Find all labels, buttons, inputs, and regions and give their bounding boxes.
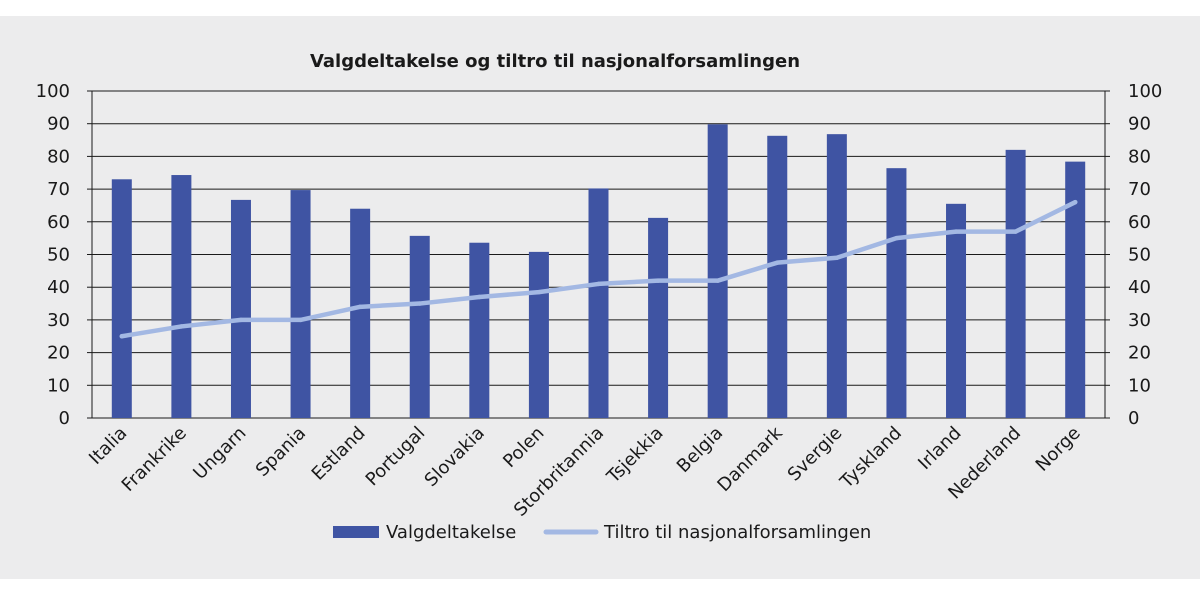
y-tick-label-right: 20: [1128, 343, 1151, 364]
bar: [1065, 161, 1086, 418]
line-series: [119, 199, 1078, 339]
x-tick-label: Spania: [252, 423, 310, 481]
y-tick-label-left: 80: [47, 146, 70, 167]
bar: [171, 175, 192, 418]
y-tick-label-left: 40: [47, 277, 70, 298]
legend-label-bar: Valgdeltakelse: [386, 522, 516, 543]
line-point: [715, 278, 720, 283]
y-tick-label-right: 10: [1128, 375, 1151, 396]
bar: [826, 134, 847, 418]
line-point: [477, 294, 482, 300]
line-point: [536, 289, 542, 295]
x-tick-label: Tsjekkia: [602, 423, 667, 488]
line-point: [953, 229, 959, 234]
line-point: [596, 281, 601, 287]
x-tick-label: Danmark: [713, 422, 787, 496]
line-point: [298, 317, 303, 323]
line-point: [894, 235, 899, 241]
y-tick-label-right: 40: [1128, 277, 1151, 298]
x-tick-label: Slovakia: [421, 423, 489, 491]
x-tick-label: Norge: [1032, 423, 1085, 476]
bar: [111, 179, 132, 418]
y-tick-label-left: 30: [47, 310, 70, 331]
line-point: [357, 304, 363, 310]
bar: [946, 203, 967, 418]
bar: [1005, 149, 1026, 419]
bar: [469, 242, 490, 418]
line-point: [417, 301, 422, 306]
y-tick-label-left: 90: [47, 114, 70, 135]
line-point: [1073, 199, 1078, 205]
line-point: [655, 278, 661, 283]
y-tick-label-left: 0: [59, 408, 70, 429]
x-tick-label: Ungarn: [189, 423, 250, 484]
x-tick-label: Polen: [499, 423, 548, 472]
x-tick-label: Portugal: [362, 423, 430, 491]
chart: Valgdeltakelse og tiltro til nasjonalfor…: [36, 51, 1163, 543]
y-tick-label-right: 90: [1128, 114, 1151, 135]
y-tick-label-right: 50: [1128, 245, 1151, 266]
bar: [707, 124, 728, 418]
line-point: [238, 317, 244, 323]
y-tick-label-left: 70: [47, 179, 70, 200]
bar: [350, 208, 371, 418]
bar: [767, 135, 788, 418]
x-tick-label: Frankrike: [118, 423, 191, 496]
y-tick-label-right: 80: [1128, 146, 1151, 167]
chart-title: Valgdeltakelse og tiltro til nasjonalfor…: [310, 51, 800, 72]
y-tick-label-right: 100: [1128, 81, 1162, 102]
legend-label-line: Tiltro til nasjonalforsamlingen: [603, 522, 871, 543]
bar: [230, 199, 251, 418]
x-tick-label: Irland: [914, 423, 965, 474]
x-tick-label: Belgia: [673, 423, 727, 477]
line-point: [119, 334, 124, 339]
line-point: [1013, 229, 1018, 234]
line-point: [179, 324, 184, 329]
bar: [290, 190, 311, 418]
bar: [886, 168, 907, 418]
y-tick-label-right: 70: [1128, 179, 1151, 200]
y-tick-label-left: 60: [47, 212, 70, 233]
bar: [588, 188, 609, 418]
y-tick-label-left: 100: [36, 81, 70, 102]
y-tick-label-right: 30: [1128, 310, 1151, 331]
y-tick-label-left: 10: [47, 375, 70, 396]
x-tick-label: Italia: [85, 423, 131, 469]
line-point: [834, 255, 840, 260]
bar: [409, 235, 430, 418]
bar: [528, 251, 549, 418]
legend: Valgdeltakelse Tiltro til nasjonalforsam…: [333, 522, 871, 543]
line-point: [775, 260, 780, 265]
bar: [648, 217, 669, 418]
y-tick-label-left: 20: [47, 343, 70, 364]
chart-panel: Valgdeltakelse og tiltro til nasjonalfor…: [0, 16, 1200, 579]
y-tick-label-left: 50: [47, 245, 70, 266]
bars: [111, 124, 1086, 419]
legend-swatch-bar: [333, 526, 379, 538]
y-tick-label-right: 0: [1128, 408, 1139, 429]
x-tick-label: Tyskland: [836, 423, 906, 493]
y-tick-label-right: 60: [1128, 212, 1151, 233]
